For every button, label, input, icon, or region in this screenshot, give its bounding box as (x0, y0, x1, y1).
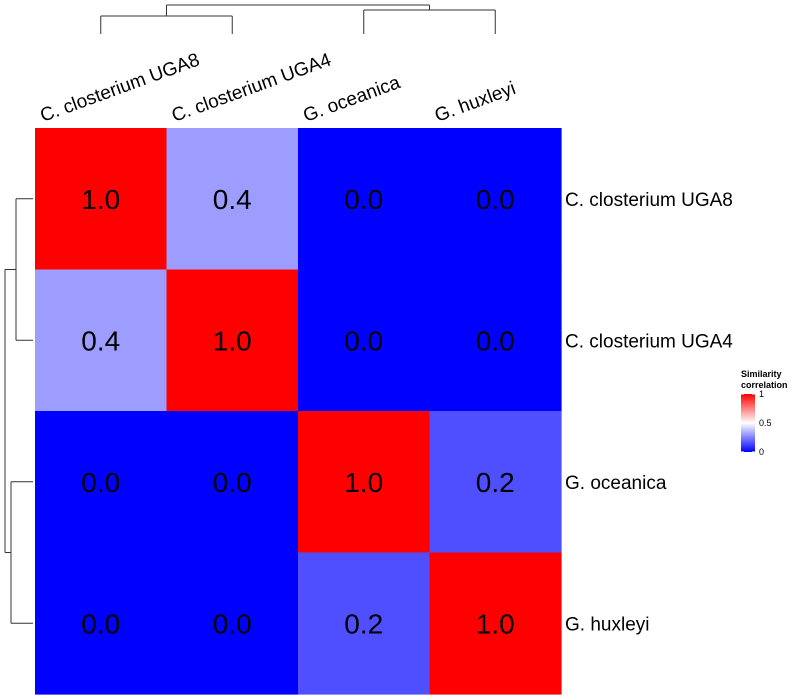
color-legend: Similarity correlation 1 0.5 0 (741, 369, 788, 457)
heatmap-cell (429, 269, 562, 412)
cell-value-label: 0.0 (81, 608, 120, 639)
cell-value-label: 1.0 (81, 184, 120, 215)
heatmap-cell (166, 411, 299, 554)
column-label: G. oceanica (301, 72, 404, 127)
cell-value-label: 0.4 (213, 184, 252, 215)
cell-value-label: 0.0 (213, 608, 252, 639)
heatmap-cell (429, 411, 562, 554)
row-dendrogram (4, 198, 33, 624)
heatmap-cell (35, 269, 168, 412)
heatmap-cell (298, 411, 431, 554)
cell-value-label: 0.0 (213, 467, 252, 498)
cell-value-label: 1.0 (213, 325, 252, 356)
cell-value-label: 0.0 (81, 467, 120, 498)
legend-tick-label: 1 (759, 389, 764, 399)
cell-value-label: 0.0 (476, 184, 515, 215)
legend-tick-label: 0 (759, 447, 764, 457)
cell-value-label: 1.0 (476, 608, 515, 639)
cell-value-label: 0.2 (344, 608, 383, 639)
cell-value-label: 0.4 (81, 325, 120, 356)
row-labels: C. closterium UGA8 C. closterium UGA4 G. o… (565, 190, 733, 636)
row-label: C. closterium UGA4 (565, 331, 733, 352)
heatmap-cell (298, 552, 431, 695)
row-label: C. closterium UGA8 (565, 190, 733, 211)
heatmap-cell (166, 128, 299, 271)
column-label: G. huxleyi (432, 78, 519, 127)
heatmap-cell (298, 269, 431, 412)
heatmap-cell (298, 128, 431, 271)
row-label: G. oceanica (565, 473, 667, 494)
heatmap-cell (35, 128, 168, 271)
row-label: G. huxleyi (565, 614, 649, 635)
cell-value-label: 0.0 (344, 325, 383, 356)
legend-color-bar (741, 394, 755, 452)
heatmap-cell (166, 552, 299, 695)
column-dendrogram (100, 4, 496, 34)
cell-value-label: 0.2 (476, 467, 515, 498)
heatmap-cell (166, 269, 299, 412)
heatmap-cell (35, 552, 168, 695)
cell-value-label: 0.0 (476, 325, 515, 356)
legend-title-line1: Similarity (741, 369, 782, 379)
legend-title-line2: correlation (741, 380, 788, 390)
legend-tick-label: 0.5 (759, 418, 772, 428)
cell-value-label: 0.0 (344, 184, 383, 215)
heatmap-cell (35, 411, 168, 554)
cell-value-label: 1.0 (344, 467, 383, 498)
heatmap-cells: 1.0 0.4 0.0 0.0 0.4 1.0 0.0 0.0 0.0 0.0 1.0 0.2 0.0 0… (35, 128, 562, 695)
heatmap-cell (429, 128, 562, 271)
heatmap-cell (429, 552, 562, 695)
